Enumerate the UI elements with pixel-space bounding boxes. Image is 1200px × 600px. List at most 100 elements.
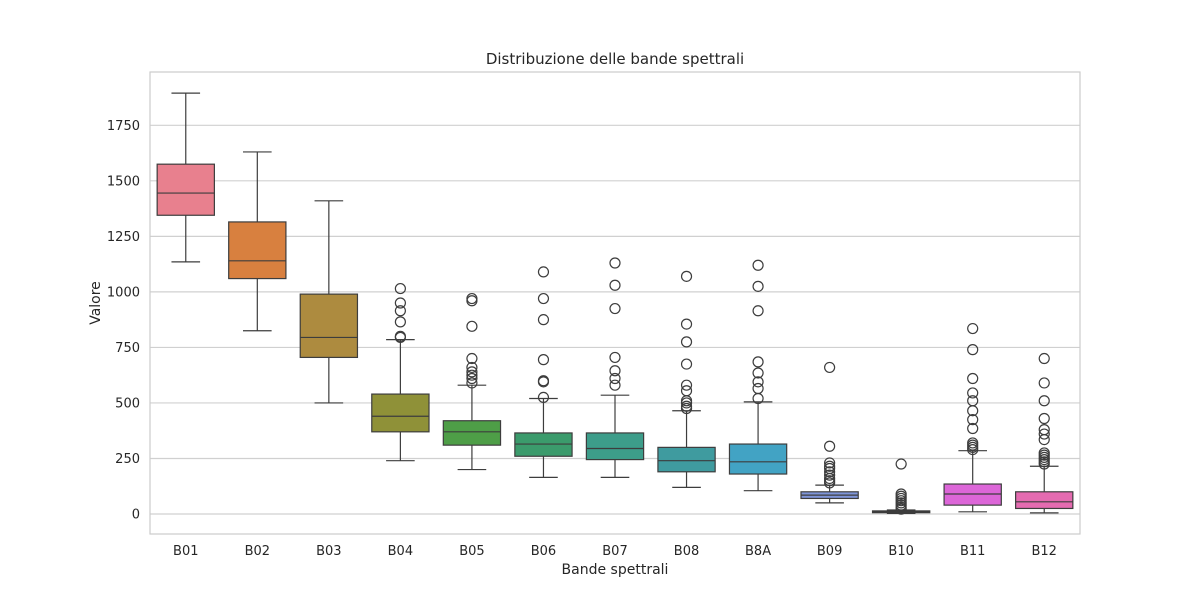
outlier-point [1038, 424, 1050, 436]
outlier-point [680, 336, 693, 348]
box-group-b11 [943, 322, 1002, 513]
outlier-point [680, 270, 693, 282]
outlier-point [752, 376, 764, 388]
outlier-point [537, 314, 550, 326]
outlier-point [394, 305, 406, 317]
outlier-point [824, 440, 836, 452]
x-tick-label: B04 [388, 544, 413, 559]
outlier-point [466, 352, 478, 365]
box-group-b09 [800, 361, 859, 504]
x-tick-label: B12 [1031, 544, 1056, 559]
y-tick-label: 750 [115, 341, 140, 356]
outlier-point [824, 460, 836, 472]
iqr-box [299, 293, 359, 359]
x-tick-label: B8A [745, 544, 771, 559]
box-group-b02 [228, 151, 287, 332]
outlier-point [824, 457, 836, 469]
outlier-point [752, 259, 764, 271]
outlier-point [394, 316, 406, 328]
outlier-point [609, 372, 621, 385]
x-tick-label: B08 [674, 544, 699, 559]
outlier-point [967, 387, 979, 399]
outlier-point [1038, 428, 1050, 440]
outlier-point [680, 400, 693, 412]
box-group-b04 [371, 282, 430, 462]
chart-title: Distribuzione delle bande spettrali [486, 50, 744, 68]
outlier-point [394, 282, 406, 295]
outlier-point [609, 365, 621, 377]
outlier-point [680, 379, 693, 391]
outlier-point [466, 369, 478, 381]
box-group-b8a [728, 259, 788, 492]
outlier-point [609, 279, 621, 291]
outlier-point [680, 385, 693, 397]
outlier-point [680, 318, 693, 330]
outlier-point [466, 372, 478, 385]
box-group-b07 [585, 257, 645, 478]
outlier-point [967, 414, 979, 426]
iqr-box [156, 163, 215, 216]
box-group-b08 [657, 270, 716, 488]
outlier-point [967, 395, 979, 407]
outlier-point [394, 330, 406, 342]
outlier-point [609, 257, 621, 269]
outlier-point [466, 366, 478, 378]
outlier-point [1038, 412, 1050, 425]
x-tick-labels: B01 B02 B03 B04 B05 B06 B07 B08 B8A B09 B10 B11 B12 [173, 544, 1057, 559]
outlier-point [609, 351, 621, 364]
outlier-point [824, 361, 836, 374]
outlier-point [824, 466, 836, 478]
outlier-point [466, 320, 478, 332]
y-tick-label: 1500 [107, 174, 140, 189]
outlier-point [752, 382, 764, 395]
outlier-point [1038, 352, 1050, 365]
y-tick-label: 500 [115, 396, 140, 411]
y-tick-labels: 0 250 500 750 1000 1250 1500 1750 [107, 119, 140, 523]
outlier-point [680, 358, 693, 370]
iqr-box [728, 443, 788, 475]
y-tick-label: 250 [115, 452, 140, 467]
outlier-point [895, 458, 907, 470]
iqr-box [228, 221, 287, 280]
iqr-box [371, 393, 430, 433]
outlier-point [537, 266, 550, 278]
plot-frame [149, 71, 1081, 535]
outlier-point [537, 354, 550, 366]
x-tick-label: B02 [245, 544, 270, 559]
outlier-point [537, 292, 550, 305]
box-group-b01 [156, 92, 215, 263]
outlier-point [466, 292, 478, 305]
outlier-point [466, 377, 478, 389]
x-tick-label: B10 [888, 544, 913, 559]
outlier-point [967, 344, 979, 356]
box-group-b12 [1015, 352, 1074, 514]
outlier-point [394, 297, 406, 309]
boxes-layer [156, 92, 1074, 515]
x-tick-label: B11 [960, 544, 985, 559]
outlier-point [967, 437, 979, 449]
outlier-point [752, 305, 764, 317]
box-group-b05 [442, 292, 502, 471]
outlier-point [609, 379, 621, 391]
outlier-point [967, 372, 979, 385]
outlier-point [609, 302, 621, 315]
box-group-b10 [871, 458, 931, 515]
y-axis-label: Valore [88, 281, 104, 325]
outlier-point [967, 422, 979, 435]
outlier-point [824, 469, 836, 481]
x-tick-label: B09 [817, 544, 842, 559]
iqr-box [442, 420, 502, 446]
outlier-point [537, 391, 550, 403]
outlier-point [1038, 395, 1050, 407]
x-tick-label: B03 [316, 544, 341, 559]
x-tick-label: B01 [173, 544, 198, 559]
outlier-point [1038, 447, 1050, 459]
iqr-box [585, 432, 645, 461]
outlier-point [895, 488, 907, 500]
y-tick-label: 1000 [107, 285, 140, 300]
x-axis-label: Bande spettrali [562, 562, 669, 578]
box-group-b06 [514, 266, 573, 478]
iqr-box [1015, 491, 1074, 510]
outlier-point [466, 361, 478, 374]
